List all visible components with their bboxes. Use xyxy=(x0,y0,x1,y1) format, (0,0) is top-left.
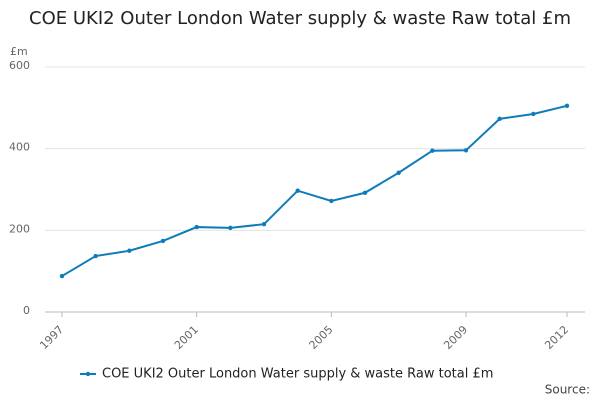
y-axis-label: £m xyxy=(10,45,28,58)
y-tick-label: 200 xyxy=(9,222,30,235)
x-tick-label: 2001 xyxy=(172,323,201,352)
point xyxy=(93,253,98,259)
point xyxy=(194,224,199,230)
point xyxy=(430,148,435,153)
point xyxy=(463,148,469,153)
x-tick-label: 1997 xyxy=(37,323,66,352)
point xyxy=(362,190,368,195)
point xyxy=(228,225,233,231)
point xyxy=(497,116,502,122)
y-tick-label: 400 xyxy=(9,141,30,154)
point xyxy=(295,188,300,193)
x-tick-label: 2005 xyxy=(307,323,336,352)
point xyxy=(261,222,267,227)
y-tick-label: 0 xyxy=(23,304,30,317)
x-tick-label: 2012 xyxy=(542,323,571,352)
point xyxy=(127,248,132,253)
legend-marker xyxy=(85,371,91,377)
legend-label: COE UKI2 Outer London Water supply & was… xyxy=(102,367,493,382)
y-tick-label: 600 xyxy=(9,59,30,72)
point xyxy=(396,170,401,175)
x-tick-label: 2009 xyxy=(441,323,470,352)
point xyxy=(160,238,166,244)
point xyxy=(59,273,65,279)
point xyxy=(531,111,536,117)
chart-title: COE UKI2 Outer London Water supply & was… xyxy=(29,8,571,29)
point xyxy=(329,198,334,204)
point xyxy=(564,103,570,108)
source: Source: xyxy=(545,383,590,397)
line xyxy=(61,104,568,277)
